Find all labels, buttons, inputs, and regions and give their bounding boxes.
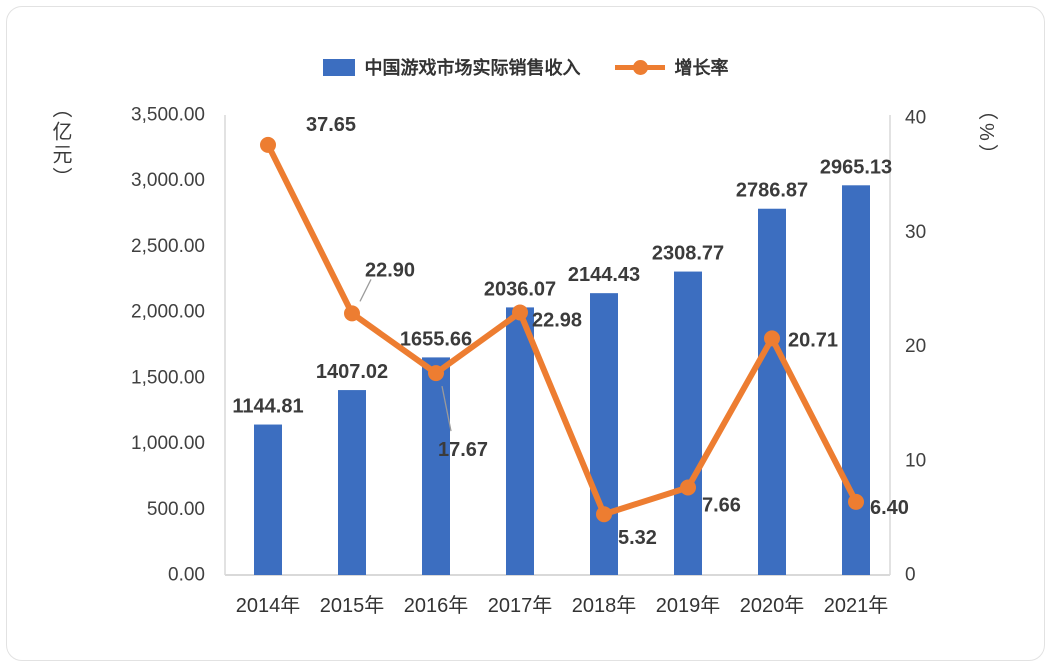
- x-axis-tick: 2020年: [740, 594, 805, 617]
- right-axis-tick: 10: [905, 450, 926, 471]
- bar-value-label: 2965.13: [820, 156, 892, 178]
- line-value-label: 20.71: [788, 329, 838, 351]
- line-point: [512, 304, 528, 321]
- left-axis-tick: 3,500.00: [131, 105, 205, 126]
- right-axis-tick: 40: [905, 108, 926, 129]
- bar: [842, 185, 870, 576]
- line-point: [344, 305, 360, 322]
- bar: [338, 390, 366, 575]
- line-value-label: 17.67: [438, 439, 488, 461]
- bar: [506, 307, 534, 575]
- line-point: [428, 365, 444, 382]
- bar: [254, 424, 282, 575]
- legend-item-revenue: 中国游戏市场实际销售收入: [322, 54, 581, 80]
- line-value-label: 7.66: [702, 494, 741, 516]
- bar-value-label: 1144.81: [232, 396, 303, 418]
- line-value-label: 22.90: [365, 259, 415, 281]
- right-axis-tick: 0: [905, 565, 916, 586]
- bar-value-label: 2144.43: [568, 264, 640, 286]
- line-point: [848, 493, 864, 510]
- left-axis-tick: 500.00: [147, 499, 205, 520]
- legend-item-growth: 增长率: [614, 54, 729, 80]
- revenue-legend-swatch-icon: [322, 58, 355, 76]
- left-axis-tick: 3,000.00: [131, 170, 205, 191]
- x-axis-tick: 2019年: [656, 594, 721, 617]
- line-point: [680, 479, 696, 496]
- line-value-label: 6.40: [870, 497, 909, 519]
- left-axis-unit-label: （亿元）: [49, 98, 71, 190]
- label-leader-line: [359, 279, 372, 302]
- growth-legend-swatch-icon: [614, 59, 665, 75]
- growth-legend-dot-icon: [632, 59, 648, 75]
- left-axis-tick: 1,500.00: [131, 367, 205, 388]
- revenue-legend-label: 中国游戏市场实际销售收入: [364, 58, 581, 78]
- line-value-label: 37.65: [306, 114, 356, 136]
- x-axis-tick: 2015年: [320, 594, 385, 617]
- bar: [674, 271, 702, 575]
- x-axis-tick: 2017年: [488, 594, 553, 617]
- x-axis-tick: 2021年: [824, 594, 889, 617]
- left-axis-tick: 0.00: [168, 565, 205, 586]
- right-axis-tick: 30: [905, 222, 926, 243]
- right-axis-tick: 20: [905, 336, 926, 357]
- legend: 中国游戏市场实际销售收入 增长率: [0, 54, 1051, 80]
- bar-value-label: 2036.07: [484, 278, 556, 300]
- bar-value-label: 1655.66: [400, 328, 472, 350]
- line-point: [596, 506, 612, 523]
- line-value-label: 22.98: [532, 309, 582, 331]
- left-axis-tick: 2,000.00: [131, 302, 205, 323]
- x-axis-tick: 2016年: [404, 594, 469, 617]
- bar: [422, 357, 450, 575]
- x-axis-tick: 2018年: [572, 594, 637, 617]
- line-point: [260, 136, 276, 153]
- bar-value-label: 2308.77: [652, 243, 724, 265]
- line-point: [764, 330, 780, 347]
- x-axis-tick: 2014年: [236, 594, 301, 617]
- growth-line: [265, 141, 859, 518]
- growth-legend-label: 增长率: [674, 58, 729, 78]
- label-leader-line: [441, 385, 452, 432]
- bar-value-label: 1407.02: [316, 361, 388, 383]
- left-axis-tick: 2,500.00: [131, 236, 205, 257]
- bar: [590, 293, 618, 575]
- right-axis-unit-label: （%）: [975, 100, 997, 167]
- line-value-label: 5.32: [618, 527, 657, 549]
- bar-value-label: 2786.87: [736, 180, 808, 202]
- left-axis-tick: 1,000.00: [131, 433, 205, 454]
- bar: [758, 208, 786, 576]
